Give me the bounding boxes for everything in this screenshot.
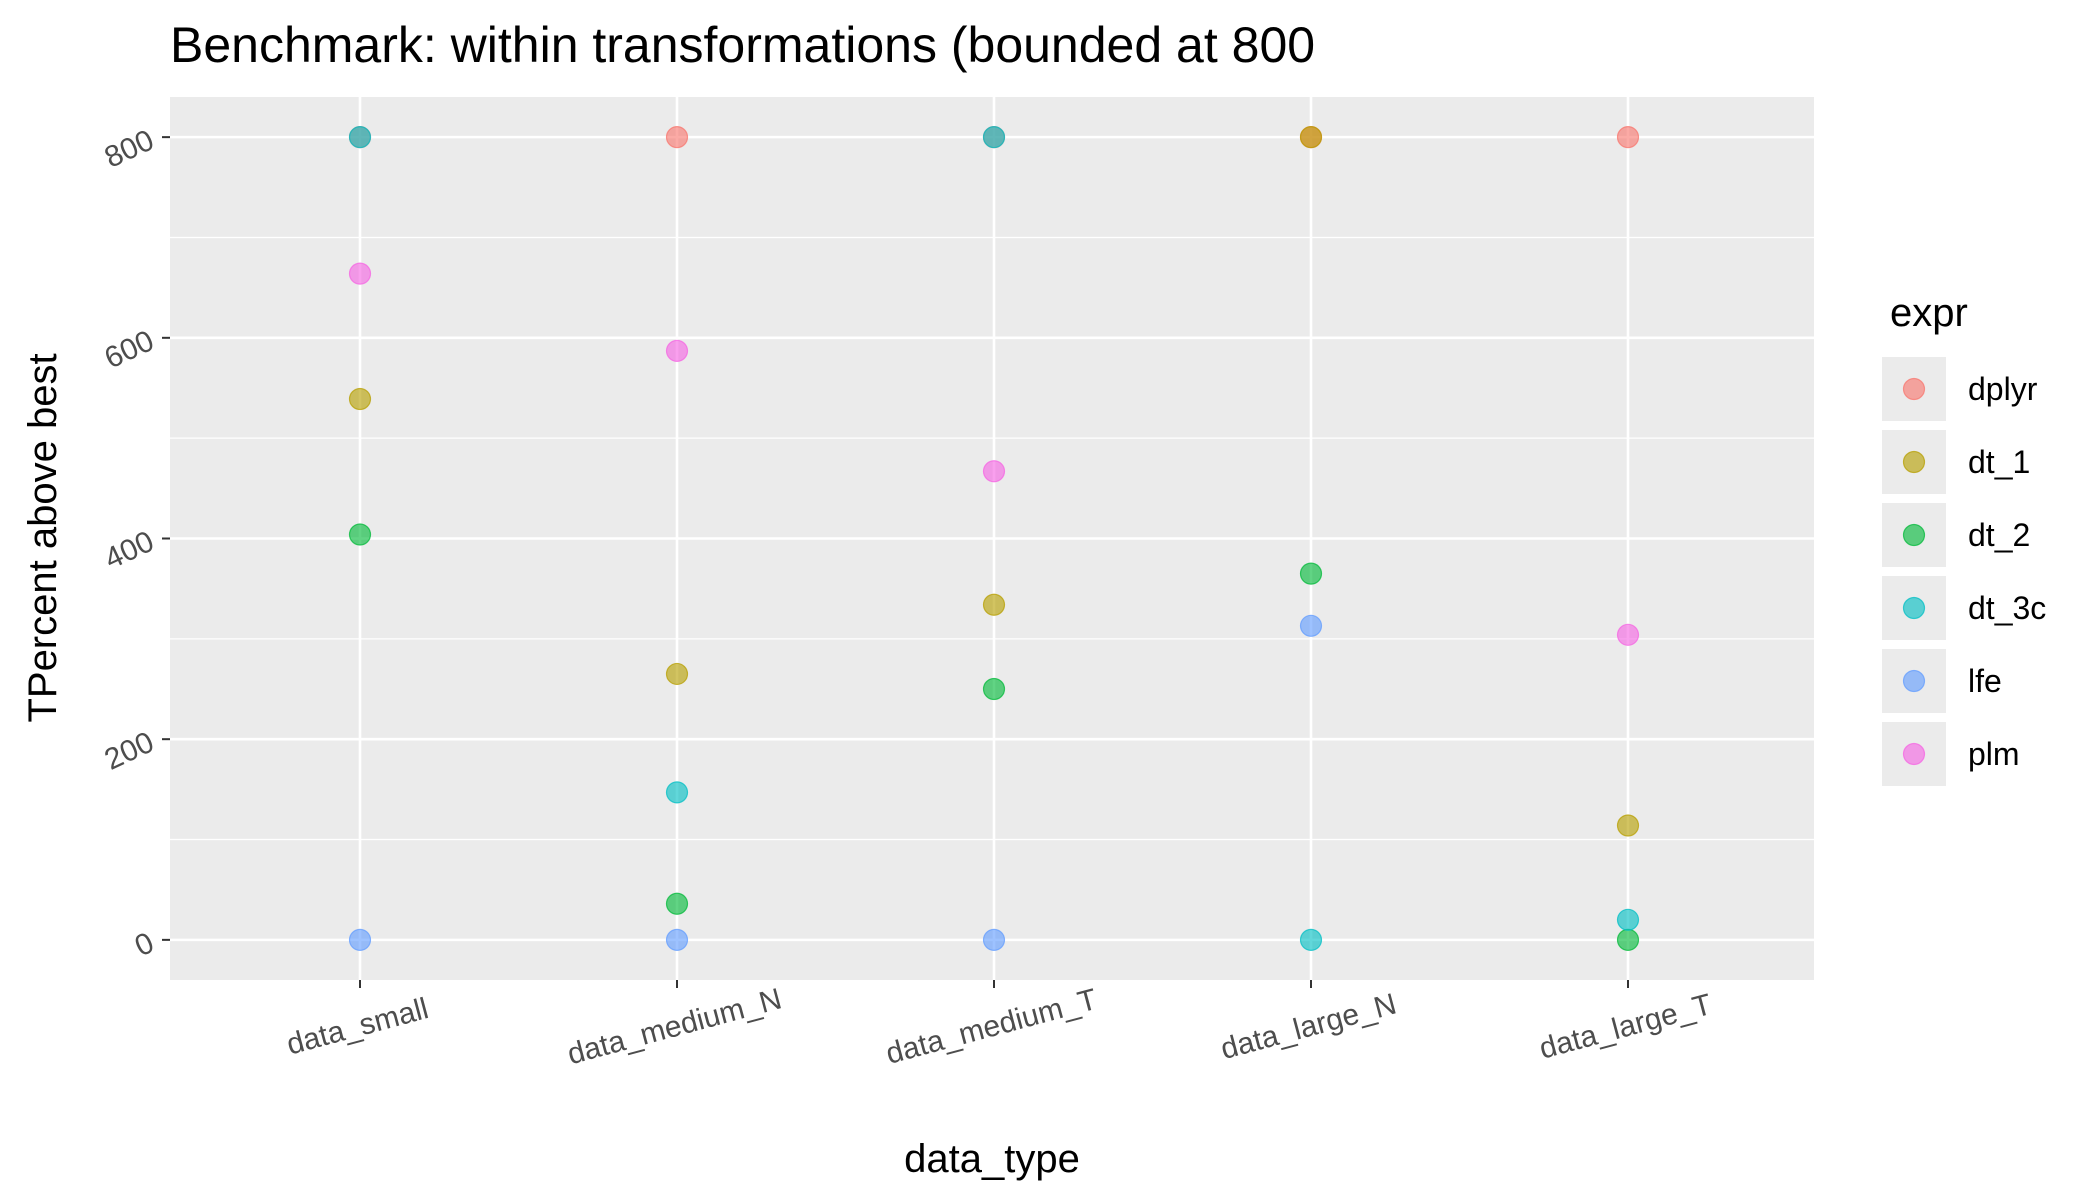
point-dt_2-data_small [348, 523, 372, 546]
y-axis-ticks: 0 200 400 600 800 [100, 124, 170, 963]
legend-marker-dt_1 [1902, 450, 1926, 474]
point-lfe-data_small [348, 928, 372, 951]
legend-label-lfe: lfe [1968, 663, 2002, 699]
x-tick-label: data_medium_N [564, 982, 785, 1071]
x-axis-title: data_type [904, 1137, 1080, 1181]
point-dt_2-data_large_T [1616, 928, 1640, 951]
legend-title: expr [1890, 291, 1968, 335]
point-plm-data_medium_T [982, 460, 1006, 483]
x-tick-label: data_large_N [1217, 988, 1400, 1066]
legend-marker-dplyr [1902, 377, 1926, 401]
point-dt_1-data_large_T [1616, 814, 1640, 837]
legend-label-dt_2: dt_2 [1968, 517, 2030, 553]
legend-label-dt_1: dt_1 [1968, 444, 2030, 480]
legend-marker-dt_2 [1902, 523, 1926, 547]
legend-label-dplyr: dplyr [1968, 371, 2038, 407]
minor-gridlines [170, 236, 1814, 841]
y-axis-title: TPercent above best [21, 353, 65, 722]
data-points [348, 126, 1640, 951]
y-tick-label: 200 [100, 726, 159, 777]
point-lfe-data_medium_T [982, 928, 1006, 951]
y-tick-label: 800 [100, 124, 159, 175]
y-tick-label: 400 [100, 525, 159, 576]
legend-marker-lfe [1902, 669, 1926, 693]
point-dt_1-data_medium_N [665, 662, 689, 686]
point-dt_3c-data_large_N [1299, 928, 1323, 951]
x-tick-label: data_small [283, 992, 432, 1061]
legend-label-dt_3c: dt_3c [1968, 590, 2046, 626]
x-tick-label: data_medium_T [883, 983, 1101, 1071]
point-dt_2-data_large_N [1299, 562, 1323, 585]
y-tick-label: 600 [100, 324, 159, 375]
y-tick-label: 0 [130, 926, 159, 963]
point-dt_3c-data_medium_N [665, 781, 689, 804]
point-dt_3c-data_medium_T [982, 126, 1006, 149]
point-plm-data_medium_N [665, 339, 689, 362]
chart-title: Benchmark: within transformations (bound… [170, 17, 1315, 73]
point-dt_1-data_large_N [1299, 126, 1323, 149]
point-lfe-data_large_N [1299, 614, 1323, 637]
point-plm-data_small [348, 262, 372, 285]
point-dt_1-data_small [348, 387, 372, 411]
legend-marker-plm [1902, 742, 1926, 766]
x-axis-ticks: data_small data_medium_N data_medium_T data… [283, 980, 1715, 1071]
point-dt_3c-data_large_T [1616, 908, 1640, 931]
legend-label-plm: plm [1968, 736, 2020, 772]
point-dt_3c-data_small [348, 126, 372, 149]
point-plm-data_large_T [1616, 623, 1640, 646]
point-dt_2-data_medium_T [982, 677, 1006, 701]
legend-marker-dt_3c [1902, 596, 1926, 620]
point-dt_1-data_medium_T [982, 593, 1006, 616]
point-lfe-data_medium_N [665, 928, 689, 951]
point-dt_2-data_medium_N [665, 892, 689, 915]
point-dplyr-data_large_T [1616, 126, 1640, 149]
x-tick-label: data_large_T [1536, 988, 1715, 1066]
point-dplyr-data_medium_N [665, 126, 689, 149]
